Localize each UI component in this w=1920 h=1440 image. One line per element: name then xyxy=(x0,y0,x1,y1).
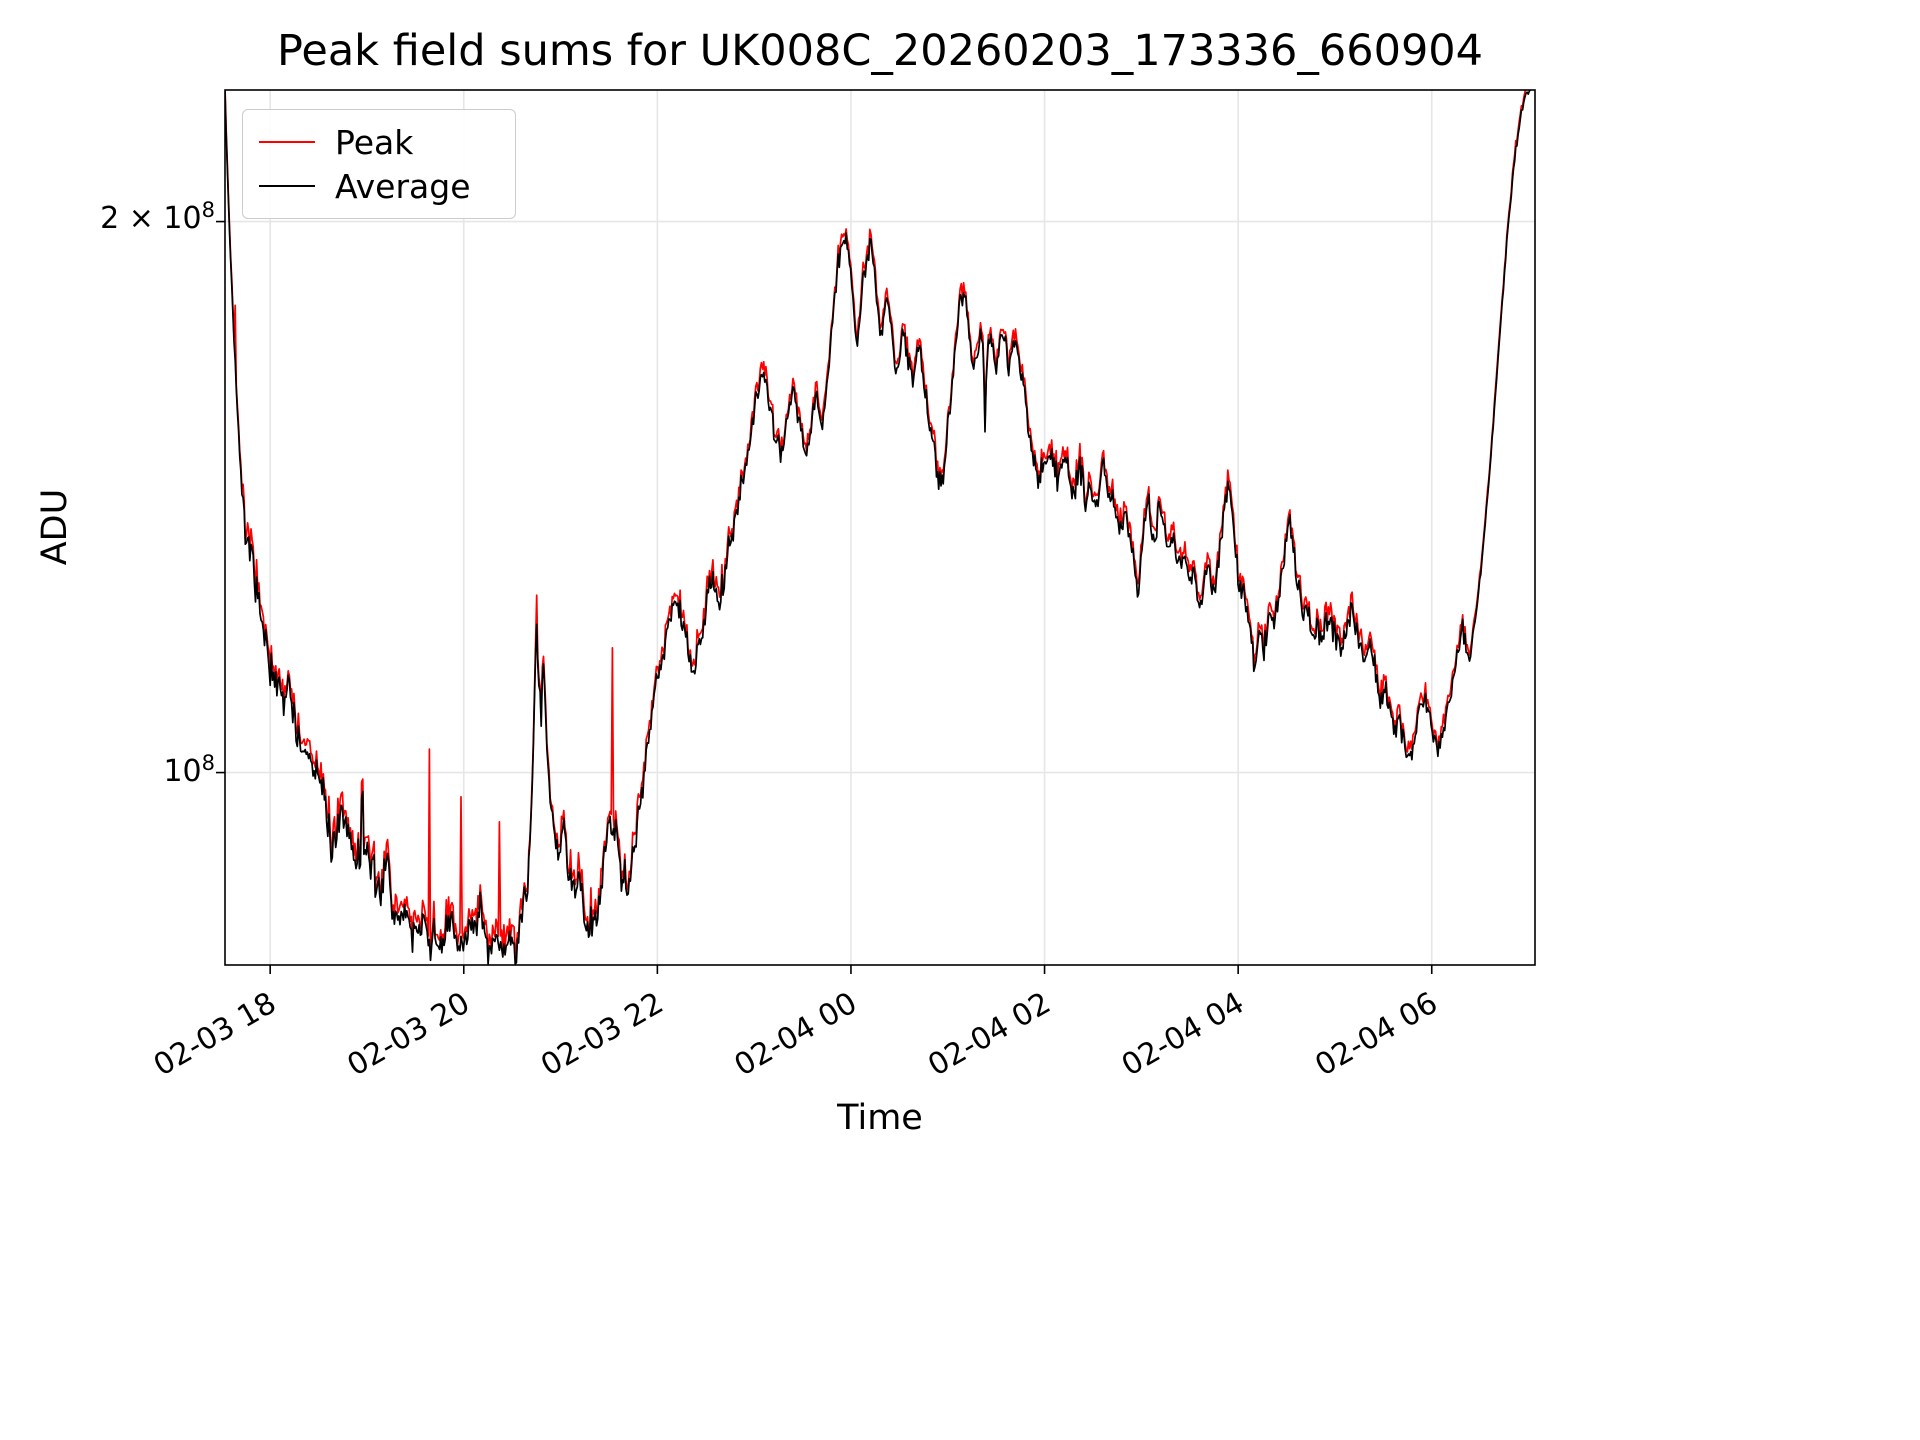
average-line-sample-icon xyxy=(259,185,315,187)
plot-border xyxy=(224,89,1536,966)
x-tick-label: 02-04 04 xyxy=(1116,986,1250,1084)
legend: Peak Average xyxy=(242,109,516,219)
axis-ticks xyxy=(216,220,1433,974)
y-tick-coef: 10 xyxy=(163,754,202,789)
chart-title: Peak field sums for UK008C_20260203_1733… xyxy=(276,26,1484,76)
x-axis-label: Time xyxy=(837,1098,923,1138)
y-axis-label: ADU xyxy=(35,488,75,566)
x-tick-label: 02-04 02 xyxy=(922,986,1056,1084)
y-tick-label-2e8: 2 × 108 xyxy=(100,198,215,236)
legend-label-average: Average xyxy=(335,166,471,206)
grid xyxy=(225,90,1535,965)
y-tick-label-1e8: 108 xyxy=(163,751,215,789)
x-tick-label: 02-04 06 xyxy=(1309,986,1443,1084)
x-tick-label: 02-03 20 xyxy=(341,986,475,1084)
y-tick-exp: 8 xyxy=(201,751,215,775)
x-tick-label: 02-03 22 xyxy=(535,986,669,1084)
plot-series xyxy=(225,90,1531,965)
peak-line-sample-icon xyxy=(259,141,315,143)
y-tick-coef: 2 × 10 xyxy=(100,201,202,236)
legend-entry-peak: Peak xyxy=(259,120,499,164)
x-tick-labels: 02-03 18 02-03 20 02-03 22 02-04 00 02-04 02… xyxy=(148,986,1444,1084)
x-tick-label: 02-03 18 xyxy=(148,986,282,1084)
legend-entry-average: Average xyxy=(259,164,499,208)
x-tick-label: 02-04 00 xyxy=(729,986,863,1084)
y-tick-exp: 8 xyxy=(201,198,215,222)
legend-label-peak: Peak xyxy=(335,122,414,162)
series-average-line xyxy=(225,90,1531,965)
